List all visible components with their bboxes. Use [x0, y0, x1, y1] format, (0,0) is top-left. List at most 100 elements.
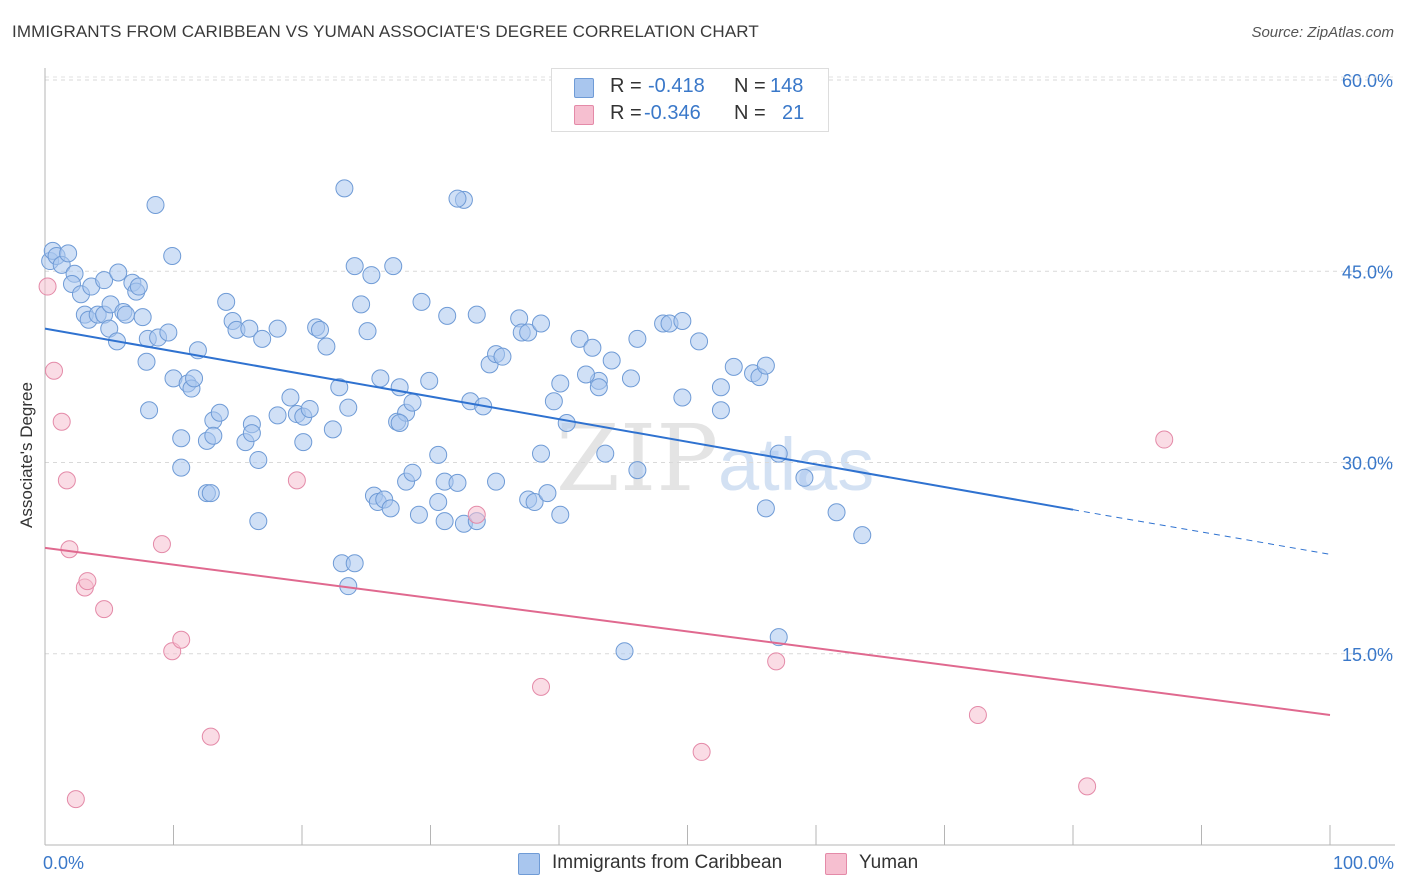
legend-r-label: R =	[610, 102, 642, 124]
point-yuman	[1155, 430, 1174, 449]
watermark-atlas: atlas	[718, 423, 874, 506]
point-caribbean	[673, 388, 692, 407]
point-caribbean	[390, 413, 409, 432]
point-caribbean	[448, 189, 467, 208]
y-tick-label: 60.0%	[1342, 71, 1393, 91]
point-yuman	[968, 705, 987, 724]
point-caribbean	[242, 424, 261, 443]
point-caribbean	[384, 257, 403, 276]
point-caribbean	[163, 246, 182, 265]
point-caribbean	[724, 357, 743, 376]
point-caribbean	[519, 323, 538, 342]
legend-n-value: 21	[782, 102, 805, 124]
point-caribbean	[769, 628, 788, 647]
point-caribbean	[172, 429, 191, 448]
legend-r-label: R =	[610, 75, 642, 97]
point-caribbean	[300, 399, 319, 418]
y-tick-label: 15.0%	[1342, 645, 1393, 665]
legend-r-value: -0.346	[644, 102, 701, 124]
point-yuman	[60, 540, 79, 559]
point-caribbean	[551, 505, 570, 524]
point-yuman	[1078, 777, 1097, 796]
point-caribbean	[420, 371, 439, 390]
point-caribbean	[201, 484, 220, 503]
x-tick-label: 100.0%	[1333, 853, 1394, 873]
point-yuman	[532, 677, 551, 696]
stats-legend: R = -0.418 N = 148 R = -0.346 N = 21	[551, 68, 829, 132]
point-caribbean	[281, 388, 300, 407]
point-caribbean	[589, 378, 608, 397]
point-yuman	[152, 535, 171, 554]
point-caribbean	[137, 352, 156, 371]
point-caribbean	[438, 306, 457, 325]
point-caribbean	[557, 413, 576, 432]
y-axis-title: Associate's Degree	[17, 382, 36, 528]
point-caribbean	[853, 526, 872, 545]
legend-n-label: N =	[734, 75, 766, 97]
point-caribbean	[339, 398, 358, 417]
point-yuman	[692, 742, 711, 761]
point-yuman	[38, 277, 57, 296]
point-caribbean	[429, 493, 448, 512]
y-tick-label: 45.0%	[1342, 262, 1393, 282]
point-caribbean	[493, 347, 512, 366]
point-caribbean	[487, 472, 506, 491]
point-caribbean	[412, 292, 431, 311]
point-caribbean	[249, 450, 268, 469]
point-caribbean	[409, 505, 428, 524]
point-caribbean	[172, 458, 191, 477]
point-caribbean	[538, 484, 557, 503]
point-yuman	[467, 505, 486, 524]
point-caribbean	[249, 512, 268, 531]
point-caribbean	[95, 271, 114, 290]
point-caribbean	[330, 378, 349, 397]
point-caribbean	[185, 369, 204, 388]
trendline-caribbean-extension	[1072, 509, 1331, 555]
point-caribbean	[673, 311, 692, 330]
point-caribbean	[335, 179, 354, 198]
point-caribbean	[448, 473, 467, 492]
trendline-yuman	[44, 546, 1331, 716]
point-caribbean	[381, 499, 400, 518]
point-yuman	[78, 572, 97, 591]
point-yuman	[95, 600, 114, 619]
point-caribbean	[621, 369, 640, 388]
point-caribbean	[268, 319, 287, 338]
point-caribbean	[129, 277, 148, 296]
point-caribbean	[109, 263, 128, 282]
point-caribbean	[268, 406, 287, 425]
point-caribbean	[352, 295, 371, 314]
point-caribbean	[240, 319, 259, 338]
point-caribbean	[711, 401, 730, 420]
legend-n-value: 148	[770, 75, 804, 97]
point-caribbean	[317, 337, 336, 356]
point-caribbean	[133, 308, 152, 327]
source-note: Source: ZipAtlas.com	[1251, 24, 1394, 41]
point-yuman	[44, 361, 63, 380]
point-caribbean	[403, 463, 422, 482]
point-yuman	[767, 652, 786, 671]
point-caribbean	[159, 323, 178, 342]
point-caribbean	[116, 305, 135, 324]
point-caribbean	[756, 356, 775, 375]
point-caribbean	[59, 244, 78, 263]
point-yuman	[57, 471, 76, 490]
point-caribbean	[596, 444, 615, 463]
point-caribbean	[583, 338, 602, 357]
point-caribbean	[371, 369, 390, 388]
trendline-caribbean	[44, 327, 1074, 511]
point-yuman	[201, 727, 220, 746]
point-caribbean	[345, 554, 364, 573]
chart-title: IMMIGRANTS FROM CARIBBEAN VS YUMAN ASSOC…	[12, 22, 759, 41]
watermark-zip: ZIP	[556, 405, 718, 512]
point-caribbean	[690, 332, 709, 351]
point-caribbean	[544, 392, 563, 411]
point-caribbean	[294, 433, 313, 452]
legend-r-value: -0.418	[648, 75, 705, 97]
point-caribbean	[525, 493, 544, 512]
point-caribbean	[146, 195, 165, 214]
point-caribbean	[358, 322, 377, 341]
point-yuman	[172, 630, 191, 649]
point-caribbean	[711, 378, 730, 397]
point-yuman	[66, 790, 85, 809]
